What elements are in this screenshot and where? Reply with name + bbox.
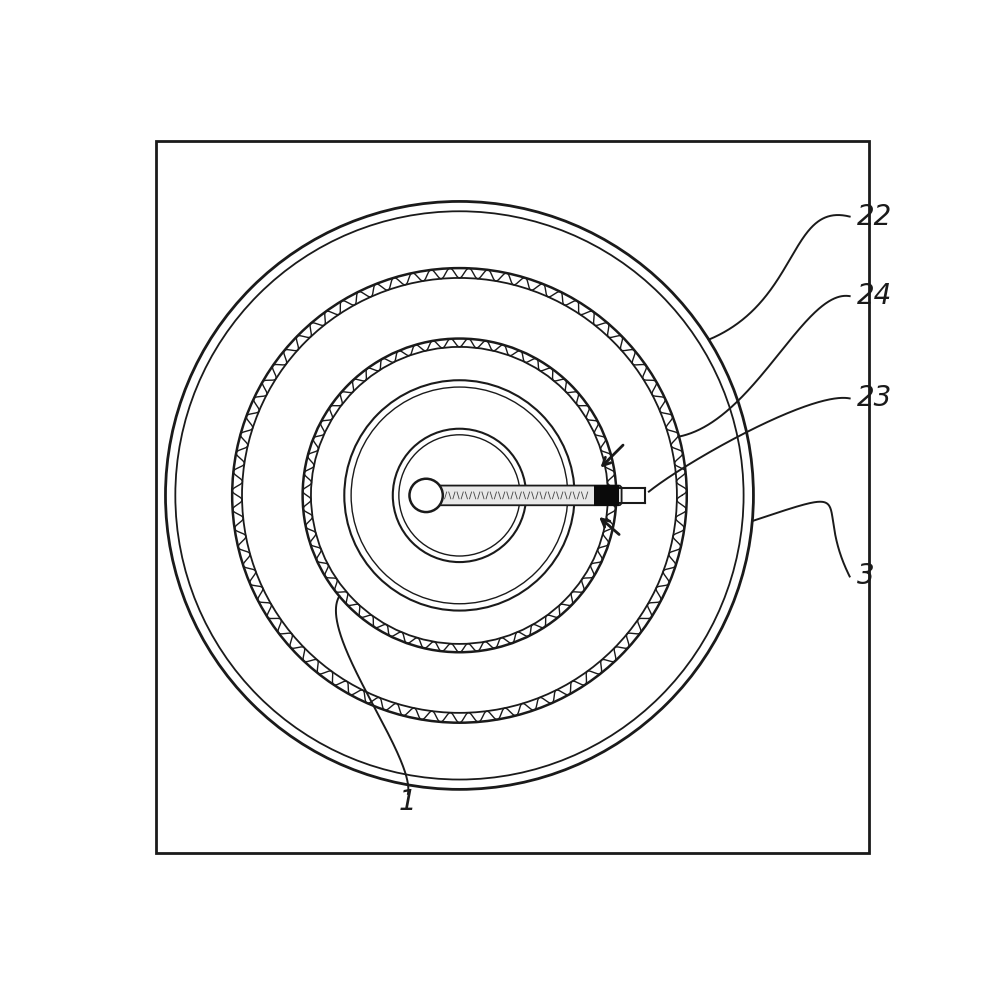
FancyBboxPatch shape <box>415 485 622 505</box>
Text: 24: 24 <box>857 282 892 310</box>
Circle shape <box>409 479 443 512</box>
Text: 22: 22 <box>857 203 892 230</box>
FancyBboxPatch shape <box>594 485 619 506</box>
Text: 23: 23 <box>857 385 892 412</box>
Text: 3: 3 <box>857 563 875 590</box>
Text: 1: 1 <box>399 787 417 816</box>
